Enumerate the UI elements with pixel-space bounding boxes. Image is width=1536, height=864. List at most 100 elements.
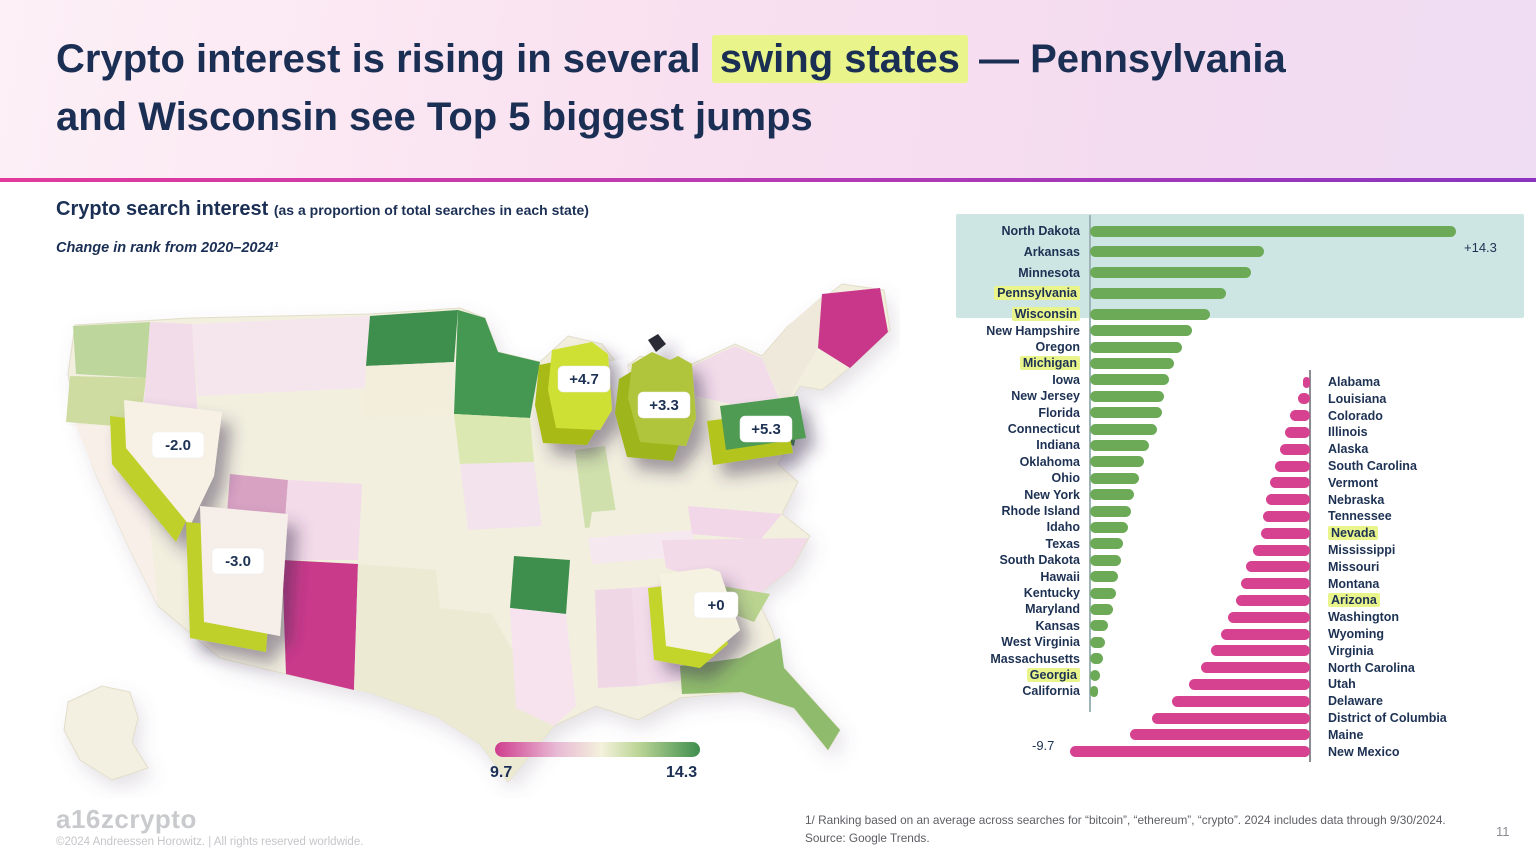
state-label: Oregon xyxy=(1035,340,1080,354)
a16z-crypto-logo: a16zcrypto xyxy=(56,804,197,834)
us-map: -2.0 -3.0 +4.7 +3.3 +5.3 +0 9.7 14.3 xyxy=(40,278,900,798)
rank-bar xyxy=(1090,521,1129,533)
state-illinois xyxy=(575,446,618,528)
rank-bar xyxy=(1090,246,1265,258)
rank-bar xyxy=(1090,267,1252,279)
state-south-dakota xyxy=(364,362,454,418)
state-north-carolina xyxy=(662,538,808,596)
region-new-england xyxy=(762,296,822,406)
rank-bar xyxy=(1285,426,1310,438)
rank-bar xyxy=(1211,645,1310,657)
state-mississippi xyxy=(595,588,638,688)
rank-bar xyxy=(1090,423,1157,435)
rank-bar xyxy=(1090,571,1119,583)
state-label: Kansas xyxy=(1035,618,1080,633)
state-fills xyxy=(66,288,888,782)
state-label: Hawaii xyxy=(1040,569,1080,584)
header-divider xyxy=(0,178,1536,182)
state-label: Georgia xyxy=(950,668,1080,682)
nevada-callout-chip xyxy=(151,431,205,459)
state-label: District of Columbia xyxy=(1328,711,1447,725)
state-label: Colorado xyxy=(1328,408,1383,423)
state-label: Nebraska xyxy=(1328,492,1385,507)
positive-axis-line xyxy=(1089,215,1091,712)
state-maine xyxy=(818,288,888,368)
rank-bar xyxy=(1290,410,1310,422)
state-label: Delaware xyxy=(1328,694,1383,709)
state-label: South Carolina xyxy=(1328,459,1417,473)
state-montana xyxy=(192,316,370,396)
rank-bar xyxy=(1090,472,1139,484)
rank-bar xyxy=(1188,678,1310,690)
state-label: Missouri xyxy=(1328,559,1380,574)
state-label: Iowa xyxy=(1052,372,1080,387)
rank-bar xyxy=(1265,494,1310,506)
state-label: Wyoming xyxy=(1328,627,1385,641)
state-label: Kentucky xyxy=(1023,586,1080,600)
state-label: Michigan xyxy=(950,356,1080,371)
state-label: Oklahoma xyxy=(1019,454,1080,469)
slide-header: Crypto interest is rising in several swi… xyxy=(0,0,1536,178)
state-label: New York xyxy=(1024,487,1080,502)
state-label: Montana xyxy=(1328,576,1380,591)
mackinac-mark xyxy=(648,334,666,352)
rank-bar xyxy=(1253,544,1310,556)
state-label: Tennessee xyxy=(1328,509,1392,524)
rank-bar xyxy=(1263,510,1310,522)
pennsylvania-callout-chip xyxy=(739,415,793,443)
state-label: Minnesota xyxy=(1018,265,1080,280)
state-label: Virginia xyxy=(1328,643,1374,658)
state-label: Arizona xyxy=(1328,593,1380,608)
pennsylvania-callout: +5.3 xyxy=(751,421,781,438)
state-texas xyxy=(354,564,554,782)
state-label: Vermont xyxy=(1328,475,1379,490)
rank-bar xyxy=(1090,620,1108,632)
state-label: Texas xyxy=(1045,536,1080,551)
section-title: Crypto search interest xyxy=(56,198,269,220)
rank-bar xyxy=(1090,225,1457,237)
state-label: California xyxy=(1022,684,1080,699)
state-label: West Virginia xyxy=(1001,635,1080,650)
state-label: Maryland xyxy=(1025,602,1080,617)
state-label: Arkansas xyxy=(1023,244,1080,259)
rank-bar xyxy=(1090,505,1131,517)
state-label: Indiana xyxy=(1036,438,1080,453)
state-missouri xyxy=(460,462,542,530)
state-label: Connecticut xyxy=(1007,422,1080,436)
rank-chart: North Dakota Arkansas Minnesota Pennsylvani… xyxy=(950,210,1530,810)
rank-bar xyxy=(1090,341,1183,353)
slide-title: Crypto interest is rising in several swi… xyxy=(56,30,1286,146)
rank-bar xyxy=(1235,594,1310,606)
rank-bar xyxy=(1090,325,1193,337)
state-label: New Mexico xyxy=(1328,744,1400,759)
state-label: Pennsylvania xyxy=(950,286,1080,301)
state-florida xyxy=(680,638,840,750)
state-label: South Dakota xyxy=(999,553,1080,568)
copyright-text: ©2024 Andreessen Horowitz. | All rights … xyxy=(56,836,364,848)
state-label: Alaska xyxy=(1328,442,1369,457)
footnote: 1/ Ranking based on an average across se… xyxy=(805,812,1473,847)
state-label: New Jersey xyxy=(1011,389,1080,404)
rank-bar xyxy=(1221,628,1310,640)
rank-bar xyxy=(1090,357,1175,369)
state-alaska xyxy=(63,685,149,781)
state-label: Nevada xyxy=(1328,526,1379,541)
state-label: Alabama xyxy=(1328,375,1381,389)
rank-bar xyxy=(1201,662,1310,674)
section-subtitle: (as a proportion of total searches in ea… xyxy=(273,202,589,218)
wisconsin-callout-chip xyxy=(557,365,611,393)
title-post-a: — Pennsylvania xyxy=(967,37,1286,81)
rank-bar xyxy=(1129,729,1310,741)
rank-bar xyxy=(1260,527,1310,539)
state-label: Rhode Island xyxy=(1001,504,1080,518)
rank-bar xyxy=(1090,390,1165,402)
rank-bar xyxy=(1245,561,1310,573)
state-minnesota xyxy=(454,310,540,418)
footnote-line2: Source: Google Trends. xyxy=(805,830,930,845)
state-new-york xyxy=(688,346,784,410)
rank-bar xyxy=(1090,538,1124,550)
state-label: Utah xyxy=(1328,677,1356,692)
michigan-callout-chip xyxy=(637,391,691,419)
raised-state-arizona xyxy=(186,506,288,652)
